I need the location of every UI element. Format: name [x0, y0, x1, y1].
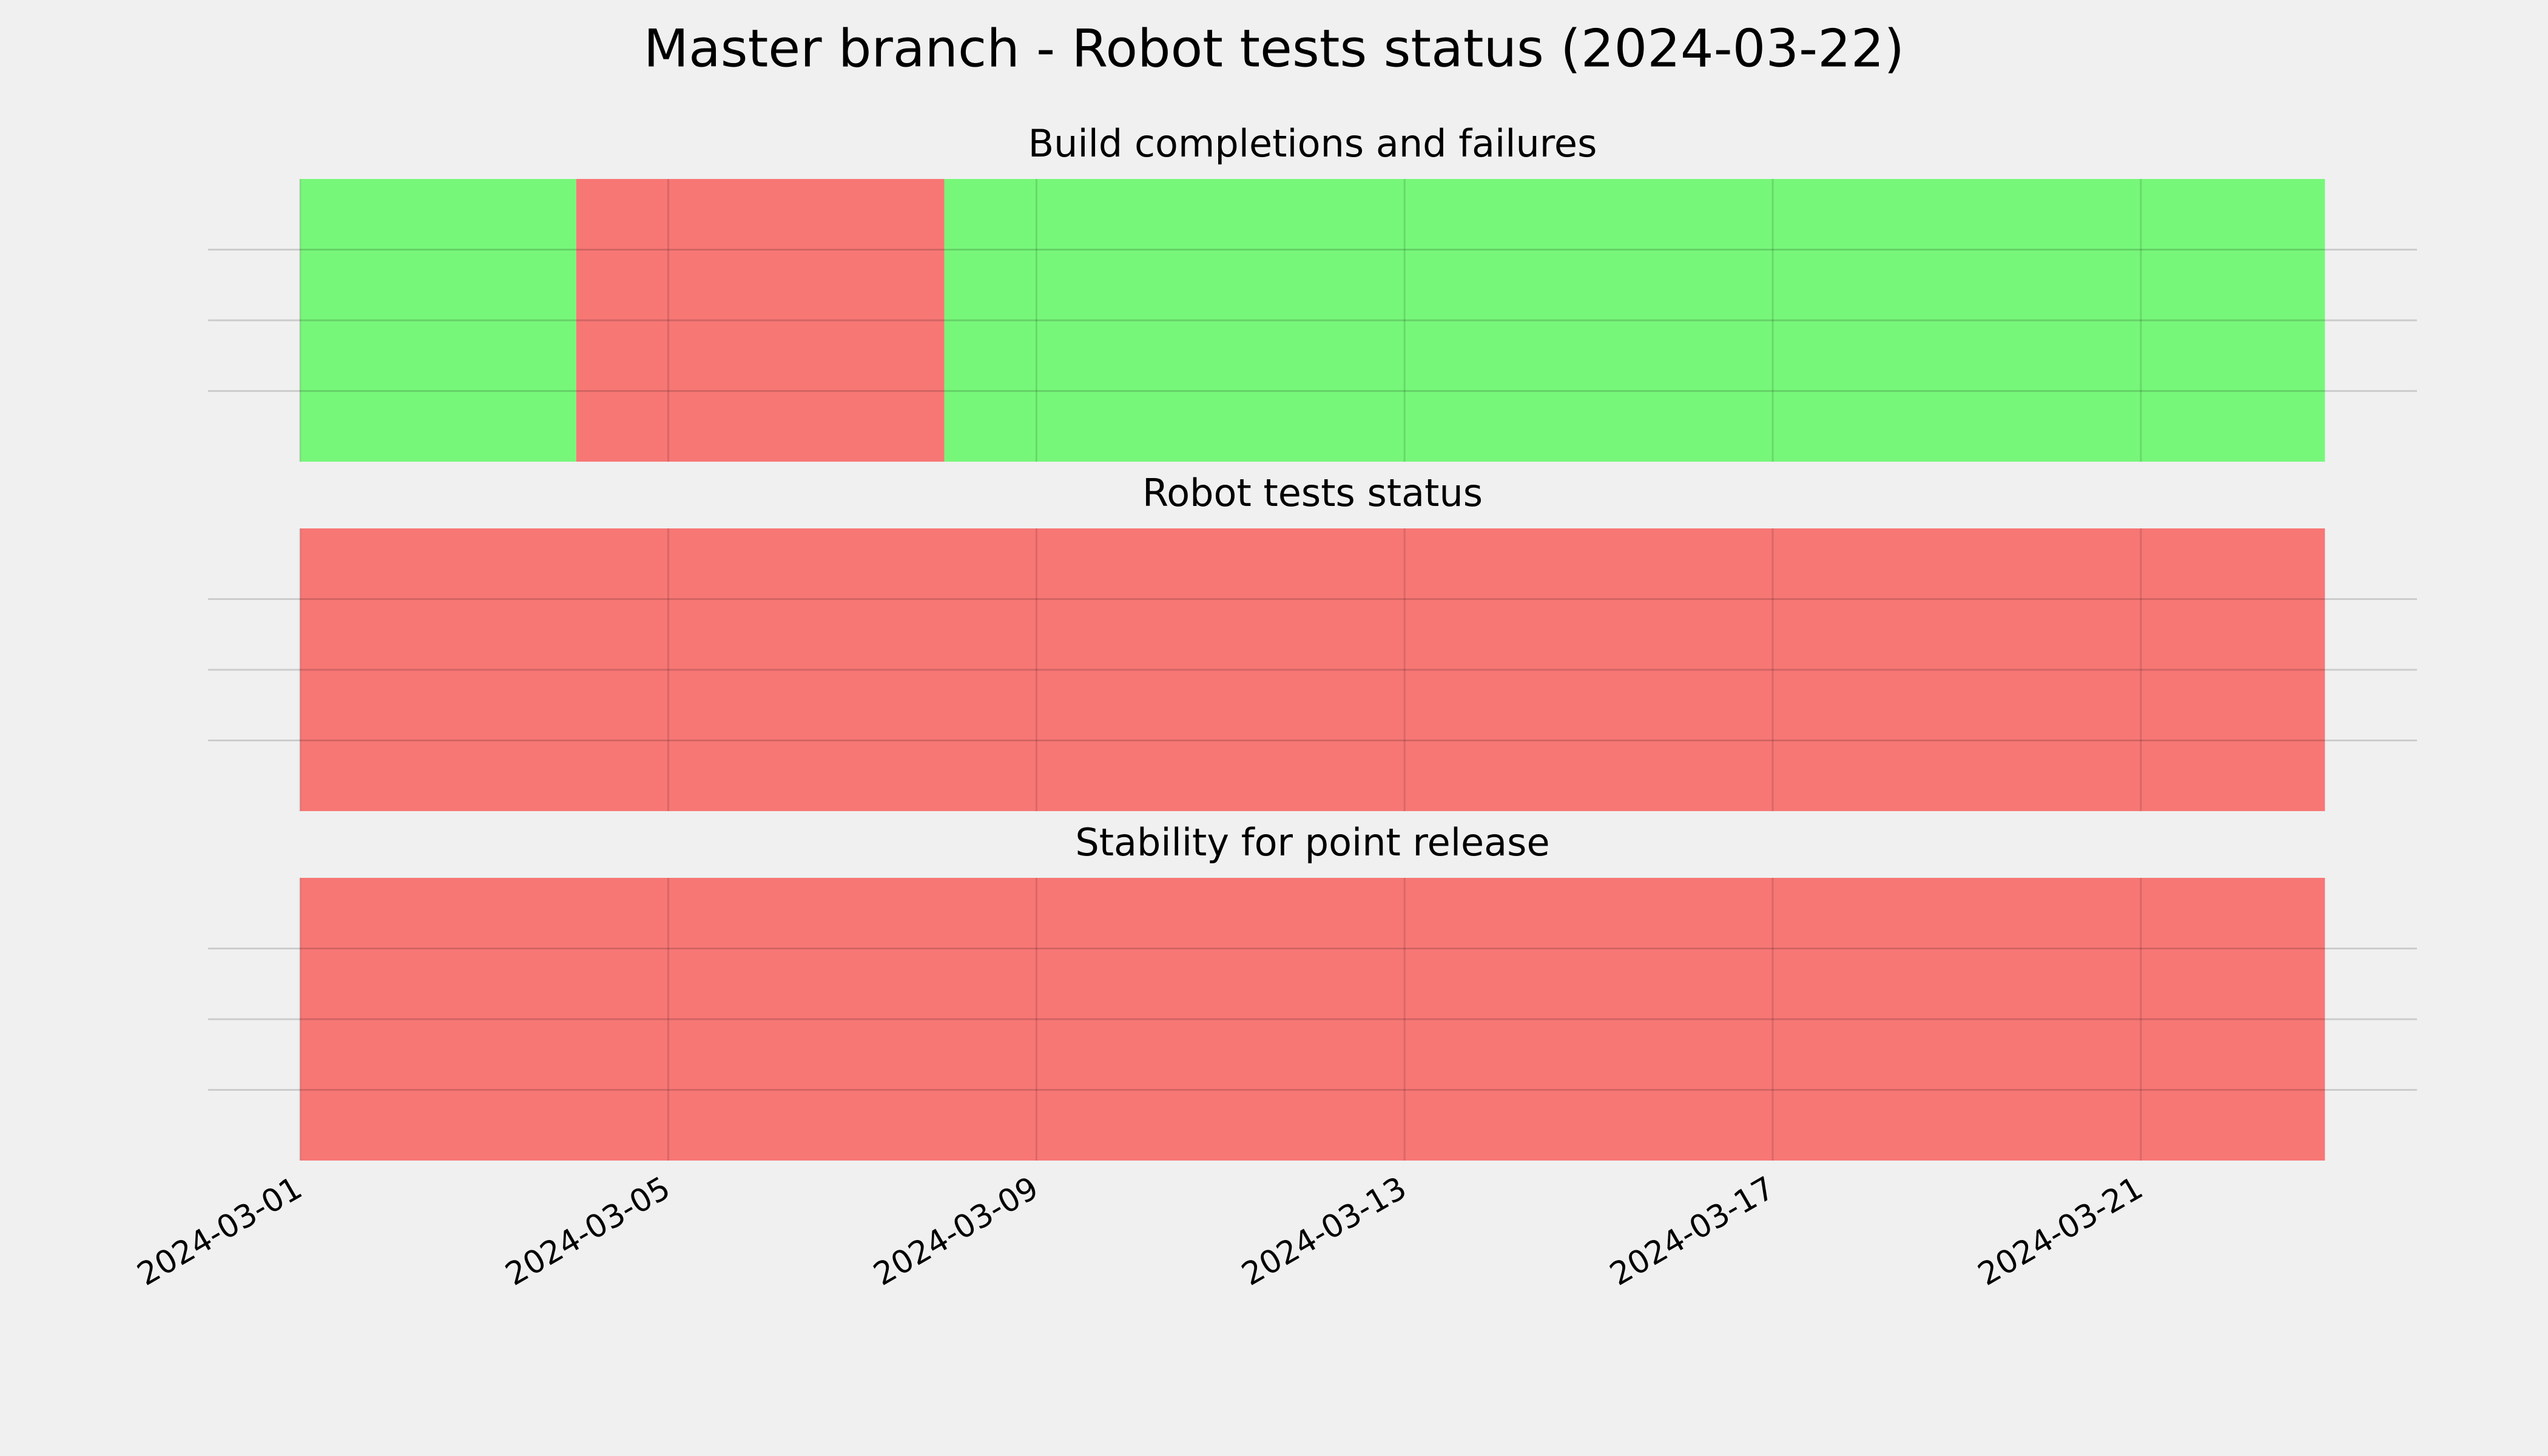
subplot-title: Stability for point release — [1075, 820, 1549, 864]
status-span — [944, 179, 2325, 462]
chart-title: Master branch - Robot tests status (2024… — [644, 18, 1904, 79]
subplot-title: Build completions and failures — [1028, 121, 1597, 166]
status-span — [300, 528, 2325, 811]
status-span — [300, 179, 576, 462]
status-span — [300, 878, 2325, 1161]
status-span — [576, 179, 945, 462]
subplot-title: Robot tests status — [1142, 471, 1483, 515]
